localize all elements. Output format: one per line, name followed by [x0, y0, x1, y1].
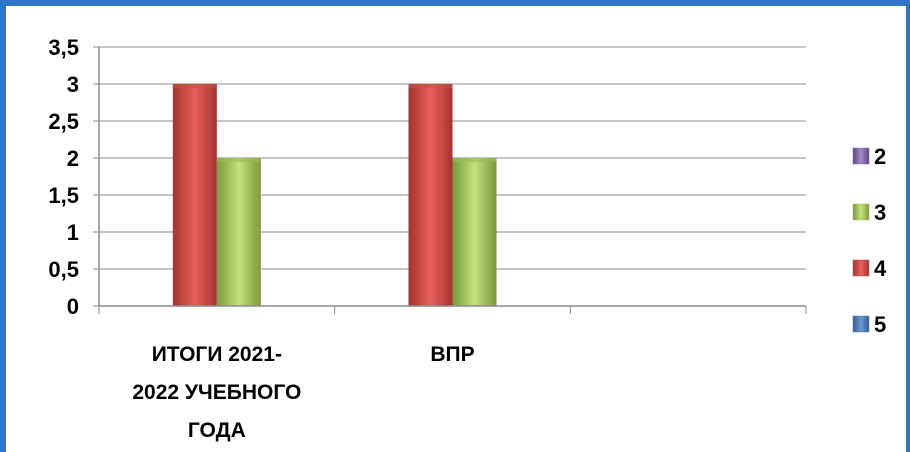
- x-category-label: ВПР: [430, 343, 474, 366]
- x-category-label: ИТОГИ 2021-: [152, 343, 282, 366]
- legend-swatch-5: [852, 315, 870, 333]
- bar-top-bevel: [216, 158, 261, 162]
- y-tick-label: 1: [67, 220, 79, 245]
- bar-top-bevel: [452, 158, 497, 162]
- x-category-label: 2022 УЧЕБНОГО: [132, 381, 301, 404]
- legend-label: 5: [874, 312, 886, 337]
- bar-series-3: [452, 158, 497, 306]
- bar-series-4: [408, 84, 453, 306]
- y-tick-label: 3,5: [48, 35, 79, 60]
- bar-series-4: [172, 84, 217, 306]
- x-category-label: ГОДА: [188, 419, 246, 442]
- axes: [93, 46, 807, 314]
- y-tick-label: 0: [67, 294, 79, 319]
- legend-label: 2: [874, 144, 886, 169]
- legend-swatch-4: [852, 259, 870, 277]
- bar-top-bevel: [172, 84, 217, 88]
- y-tick-label: 2: [67, 146, 79, 171]
- y-tick-label: 1,5: [48, 183, 79, 208]
- tick-labels: 0 0,5 1 1,5 2 2,5 3 3,5 ИТОГИ 2021- 2022 УЧЕБНОГО…: [48, 35, 474, 442]
- bar-series-3: [216, 158, 261, 306]
- bar-top-bevel: [408, 84, 453, 88]
- y-tick-label: 2,5: [48, 109, 79, 134]
- bars: [172, 84, 497, 306]
- legend-swatch-3: [852, 203, 870, 221]
- legend-swatch-2: [852, 147, 870, 165]
- legend: 2 3 4 5: [852, 144, 887, 337]
- bar-chart: 0 0,5 1 1,5 2 2,5 3 3,5 ИТОГИ 2021- 2022 УЧЕБНОГО…: [48, 35, 887, 442]
- y-tick-label: 0,5: [48, 257, 79, 282]
- legend-label: 4: [874, 256, 887, 281]
- legend-label: 3: [874, 200, 886, 225]
- y-tick-label: 3: [67, 72, 79, 97]
